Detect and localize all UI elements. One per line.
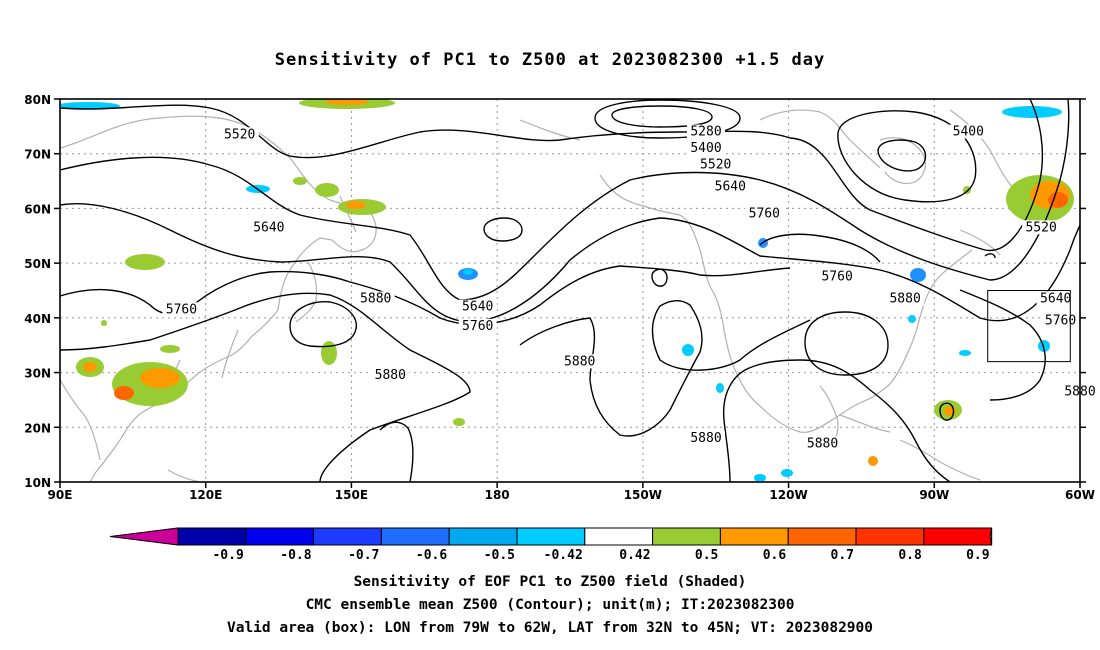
sensitivity-patch xyxy=(781,469,793,477)
contour-label-bg xyxy=(949,124,988,139)
contour-label-bg xyxy=(1036,291,1075,306)
contour-label-bg xyxy=(687,430,725,445)
contour-label: 5640 xyxy=(1040,291,1071,306)
contour-label-bg xyxy=(696,157,735,172)
sensitivity-patch xyxy=(1002,106,1062,118)
sensitivity-patch xyxy=(959,350,971,356)
sensitivity-patch xyxy=(321,341,337,365)
lon-tick-label: 150W xyxy=(624,488,662,502)
lat-tick-label: 10N xyxy=(24,476,51,490)
contour-label-bg xyxy=(220,127,259,142)
contour-label: 5280 xyxy=(690,125,721,140)
sensitivity-patch xyxy=(125,254,165,270)
lon-tick-label: 90E xyxy=(48,488,73,502)
sensitivity-patch xyxy=(1038,340,1050,352)
lat-tick-label: 60N xyxy=(24,202,51,216)
lat-tick-label: 20N xyxy=(24,421,51,435)
lat-tick-label: 30N xyxy=(24,367,51,381)
sensitivity-patch xyxy=(140,368,180,388)
contour-label: 5520 xyxy=(700,157,731,172)
sensitivity-patch xyxy=(1048,192,1068,208)
contour-label-bg xyxy=(371,368,410,383)
sensitivity-patch xyxy=(868,456,878,466)
contour-label: 5520 xyxy=(224,127,255,142)
lon-tick-label: 120W xyxy=(769,488,807,502)
contour-label: 5880 xyxy=(889,291,920,306)
contour-label: 5520 xyxy=(1025,220,1056,235)
chart-title: Sensitivity of PC1 to Z500 at 2023082300… xyxy=(274,50,826,70)
contour-label-bg xyxy=(745,206,784,221)
contour-label-bg xyxy=(162,302,201,317)
contour-label: 5880 xyxy=(690,431,721,446)
sensitivity-patch xyxy=(682,344,694,356)
contour-label-bg xyxy=(687,124,725,139)
contour-label: 5760 xyxy=(749,207,780,222)
contour-label-bg xyxy=(458,318,497,333)
contour-label: 5880 xyxy=(807,436,838,451)
sensitivity-patch xyxy=(325,99,369,105)
contour-label-bg xyxy=(249,220,288,235)
contour-label: 5880 xyxy=(375,368,406,383)
lon-tick-label: 60W xyxy=(1065,488,1095,502)
contour-label-bg xyxy=(560,354,599,369)
contour-label-bg xyxy=(356,291,395,306)
contour-label-bg xyxy=(1022,220,1061,235)
contour-label: 5760 xyxy=(462,319,493,334)
lon-tick-label: 180 xyxy=(485,488,510,502)
valid-area-box xyxy=(987,290,1071,363)
caption-contour: CMC ensemble mean Z500 (Contour); unit(m… xyxy=(305,597,795,613)
contour-label-bg xyxy=(886,291,925,306)
contour-label: 5400 xyxy=(953,125,984,140)
contour-label: 5400 xyxy=(690,141,721,156)
contour-label-bg xyxy=(687,140,725,155)
caption-shading: Sensitivity of EOF PC1 to Z500 field (Sh… xyxy=(353,574,747,590)
sensitivity-patch xyxy=(716,383,724,393)
contour-label-bg xyxy=(711,179,750,194)
lon-tick-label: 90W xyxy=(919,488,949,502)
sensitivity-patch xyxy=(908,315,916,323)
contour-label: 5760 xyxy=(821,270,852,285)
contour-label: 5760 xyxy=(1045,313,1076,328)
contour-label-bg xyxy=(818,269,857,284)
lat-tick-label: 50N xyxy=(24,257,51,271)
lat-tick-label: 40N xyxy=(24,312,51,326)
contour-label: 5640 xyxy=(253,220,284,235)
sensitivity-patch xyxy=(463,269,473,275)
contour-label: 5640 xyxy=(715,179,746,194)
contour-label-bg xyxy=(458,299,497,314)
contour-label-bg xyxy=(803,436,842,451)
sensitivity-patch xyxy=(101,320,107,326)
sensitivity-patch xyxy=(293,177,307,185)
sensitivity-patch xyxy=(453,418,465,426)
sensitivity-patch xyxy=(754,474,766,482)
lat-tick-label: 70N xyxy=(24,148,51,162)
caption-valid-area: Valid area (box): LON from 79W to 62W, L… xyxy=(226,620,873,636)
plot-frame xyxy=(59,98,1081,483)
z500-contours xyxy=(60,99,1080,482)
sensitivity-patch xyxy=(83,362,97,372)
sensitivity-patch xyxy=(160,345,180,353)
sensitivity-patch xyxy=(315,183,339,197)
contour-label: 5640 xyxy=(462,300,493,315)
sensitivity-patch xyxy=(963,186,971,194)
lat-tick-label: 80N xyxy=(24,93,51,107)
lon-tick-label: 120E xyxy=(189,488,222,502)
contour-label: 5880 xyxy=(360,291,391,306)
sensitivity-patch xyxy=(910,268,926,282)
contour-label: 5880 xyxy=(564,354,595,369)
axis-ticks xyxy=(54,98,1086,488)
sensitivity-patch xyxy=(346,201,366,209)
sensitivity-patch xyxy=(114,386,134,400)
lon-tick-label: 150E xyxy=(335,488,368,502)
grid-lines xyxy=(60,99,1080,482)
contour-label: 5760 xyxy=(166,302,197,317)
